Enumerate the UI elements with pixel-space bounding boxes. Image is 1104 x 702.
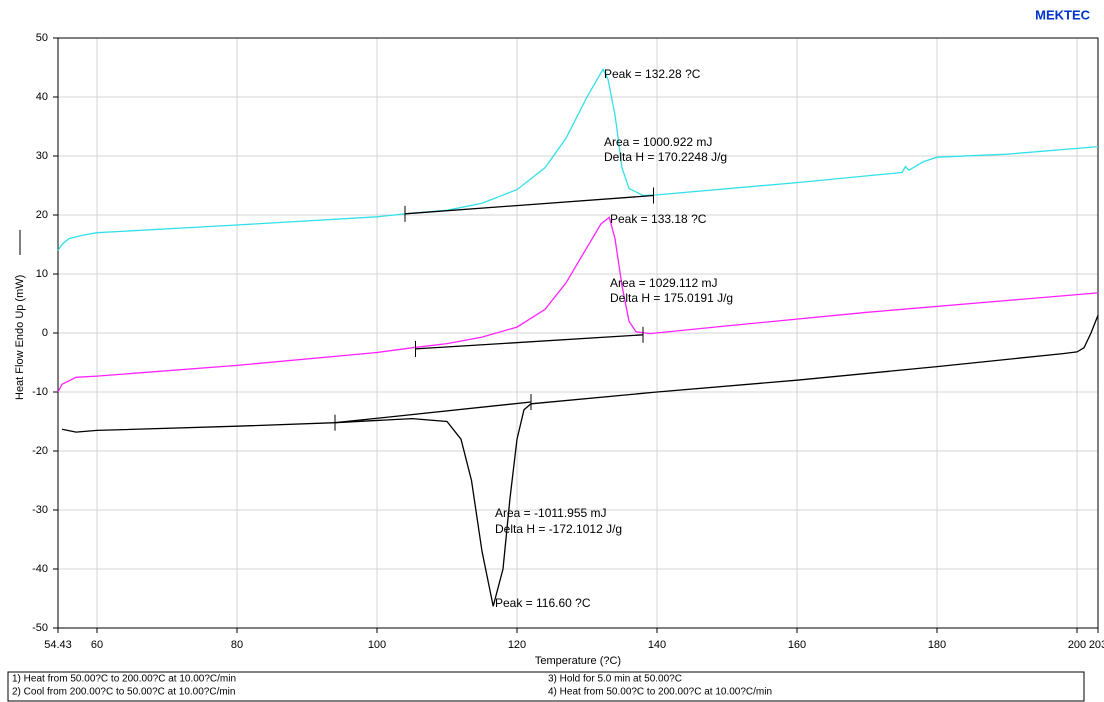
annotation: Peak = 133.18 ?C	[610, 212, 707, 226]
y-tick-label: 20	[36, 209, 48, 221]
brand: MEKTEC	[1035, 7, 1091, 22]
data-line	[415, 334, 644, 350]
annotation: Peak = 132.28 ?C	[604, 67, 701, 81]
data-line	[61, 315, 1099, 607]
method-step: 3) Hold for 5.0 min at 50.00?C	[548, 674, 682, 685]
y-tick-label: -40	[32, 563, 48, 575]
data-line	[334, 401, 532, 424]
annotation: Delta H = 170.2248 J/g	[604, 150, 727, 164]
x-tick-label: 180	[928, 639, 946, 651]
y-tick-label: -50	[32, 622, 48, 634]
x-tick-label: 140	[648, 639, 666, 651]
data-line	[404, 194, 654, 215]
data-line	[57, 216, 1099, 393]
annotation: Area = 1000.922 mJ	[604, 135, 712, 149]
y-tick-label: 30	[36, 150, 48, 162]
x-tick-label: 120	[508, 639, 526, 651]
data-line	[57, 67, 1099, 251]
x-tick-label: 203	[1089, 639, 1104, 651]
method-step: 1) Heat from 50.00?C to 200.00?C at 10.0…	[12, 674, 236, 685]
annotation: Area = -1011.955 mJ	[495, 506, 607, 520]
annotation: Delta H = 175.0191 J/g	[610, 291, 733, 305]
plot-frame	[57, 37, 1099, 629]
y-axis-label: Heat Flow Endo Up (mW)	[14, 275, 26, 400]
y-tick-label: 50	[36, 32, 48, 44]
y-tick-label: -20	[32, 445, 48, 457]
y-tick-label: 10	[36, 268, 48, 280]
y-tick-label: -30	[32, 504, 48, 516]
annotation: Peak = 116.60 ?C	[495, 596, 591, 610]
x-tick-label: 54.43	[44, 639, 72, 651]
y-tick-label: 0	[42, 327, 48, 339]
method-box	[7, 671, 1085, 702]
x-tick-label: 80	[231, 639, 243, 651]
y-tick-label: 40	[36, 91, 48, 103]
method-step: 2) Cool from 200.00?C to 50.00?C at 10.0…	[12, 687, 235, 698]
x-tick-label: 200	[1068, 639, 1086, 651]
x-tick-label: 60	[91, 639, 103, 651]
y-tick-label: -10	[32, 386, 48, 398]
annotation: Delta H = -172.1012 J/g	[495, 522, 622, 536]
x-tick-label: 160	[788, 639, 806, 651]
annotation: Area = 1029.112 mJ	[610, 276, 718, 290]
x-tick-label: 100	[368, 639, 386, 651]
method-step: 4) Heat from 50.00?C to 200.00?C at 10.0…	[548, 687, 772, 698]
x-axis-label: Temperature (?C)	[535, 655, 621, 667]
